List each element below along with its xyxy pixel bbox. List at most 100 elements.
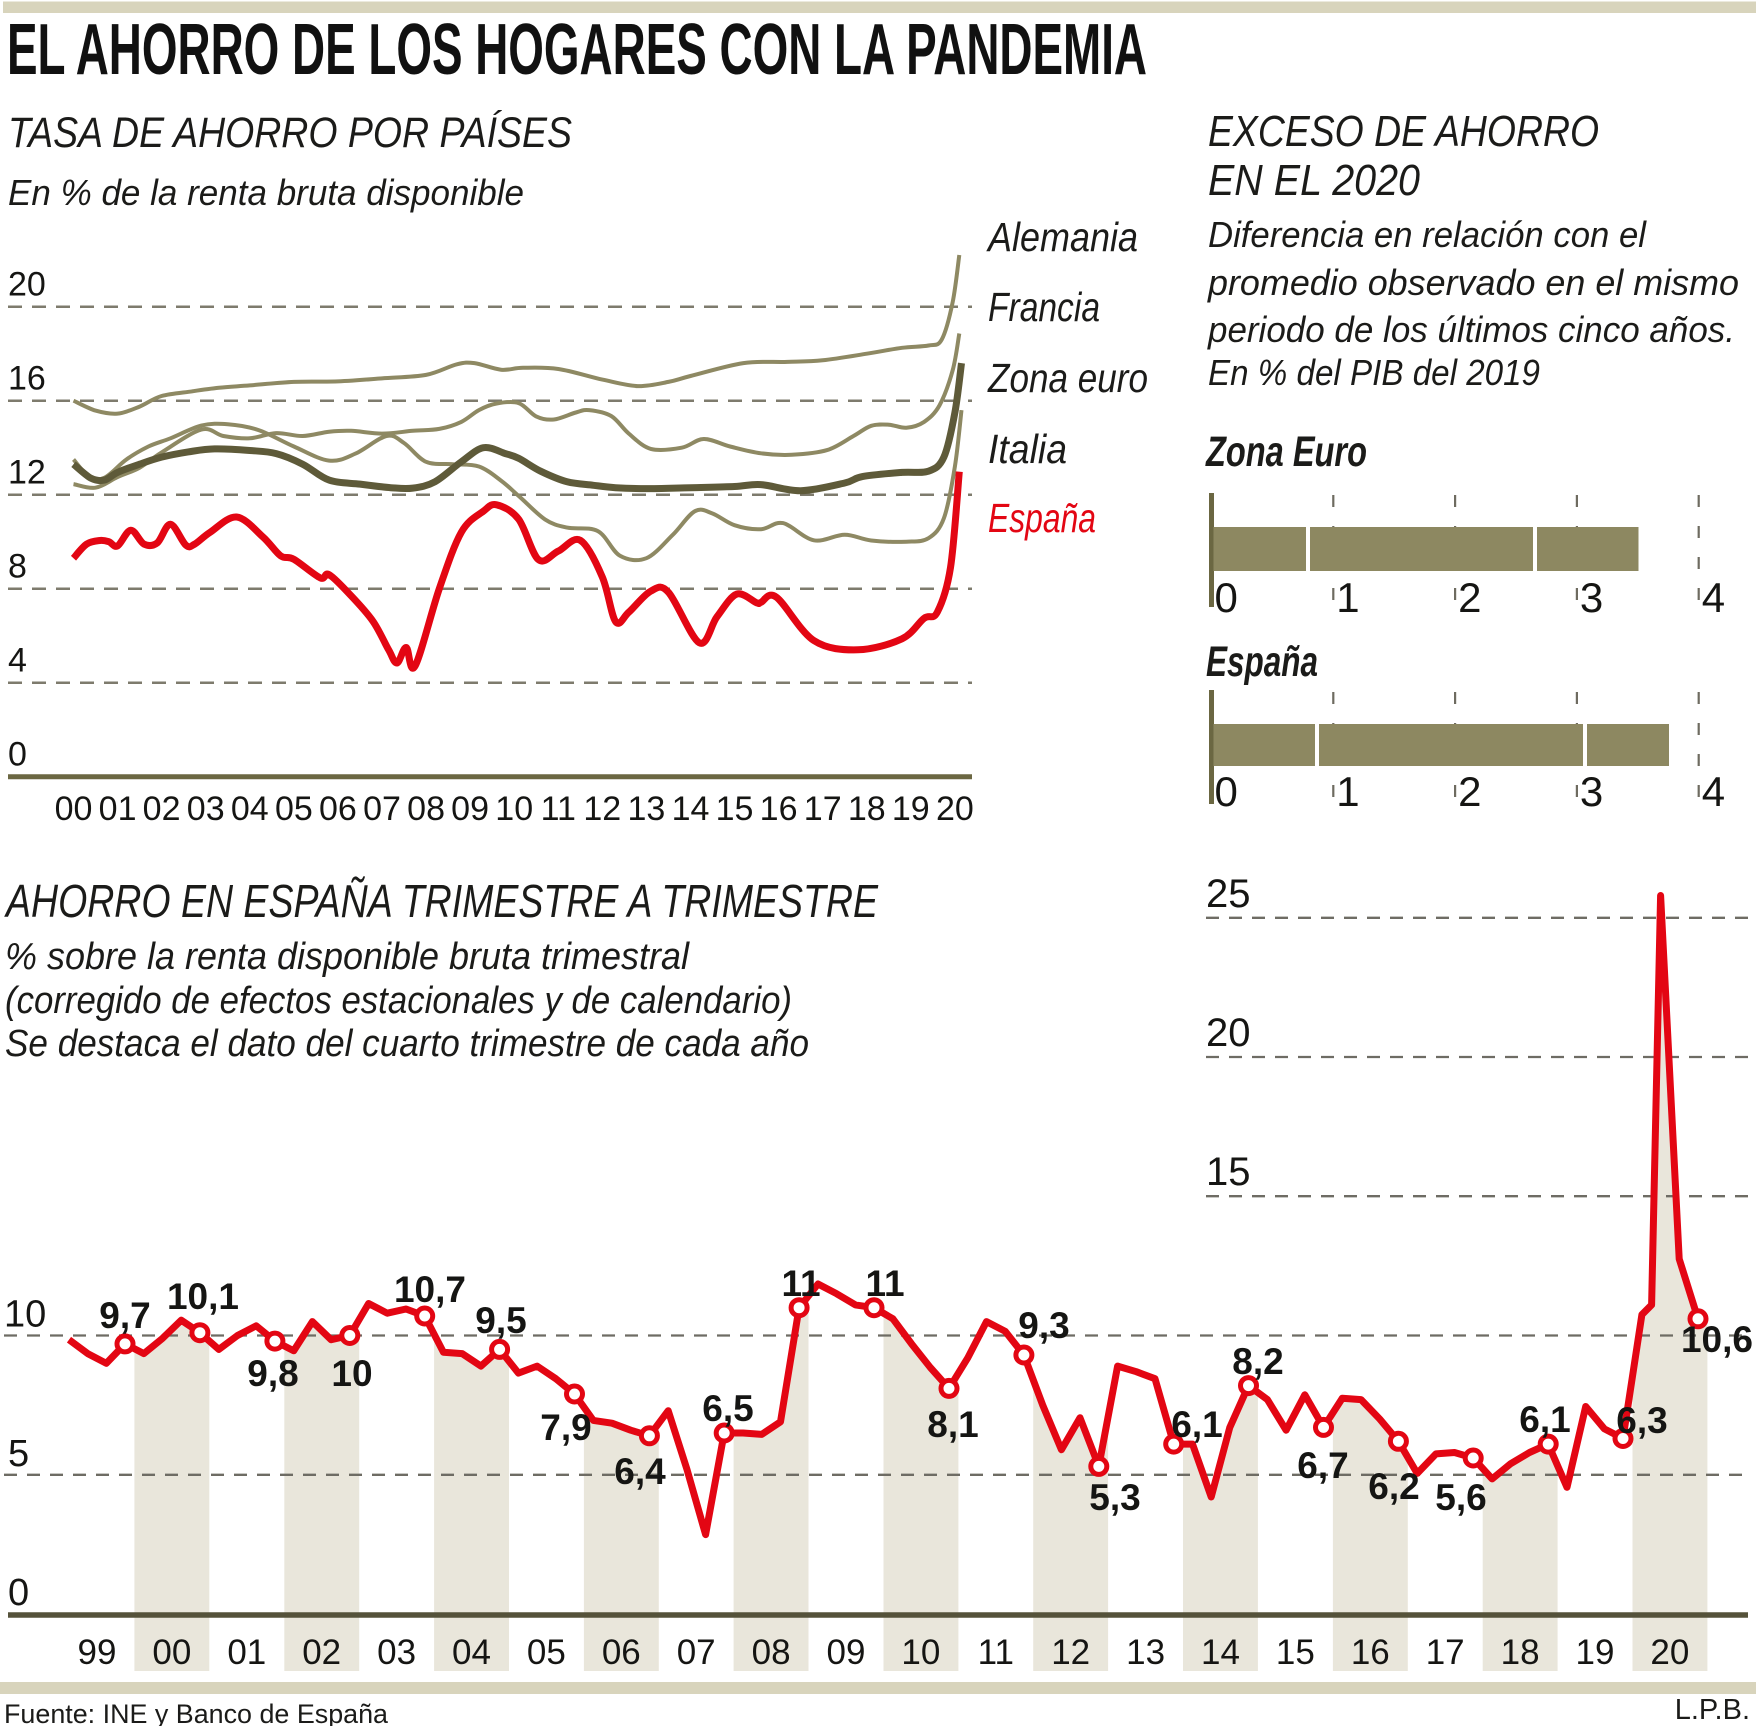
svg-text:4: 4	[1702, 768, 1725, 815]
svg-text:03: 03	[187, 790, 225, 828]
svg-text:Zona Euro: Zona Euro	[1204, 428, 1367, 476]
svg-text:Fuente: INE y Banco de España: Fuente: INE y Banco de España	[4, 1699, 389, 1726]
svg-text:5: 5	[8, 1433, 29, 1475]
svg-text:16: 16	[1351, 1633, 1390, 1672]
svg-text:15: 15	[716, 790, 754, 828]
svg-text:08: 08	[407, 790, 445, 828]
svg-text:6,2: 6,2	[1368, 1466, 1419, 1507]
svg-text:06: 06	[319, 790, 357, 828]
svg-text:TASA DE AHORRO POR PAÍSES: TASA DE AHORRO POR PAÍSES	[8, 109, 572, 157]
svg-text:2: 2	[1458, 768, 1481, 815]
svg-text:09: 09	[451, 790, 489, 828]
svg-text:0: 0	[8, 1572, 29, 1614]
svg-text:Diferencia en relación con el: Diferencia en relación con el	[1208, 214, 1647, 255]
svg-text:Francia: Francia	[988, 284, 1100, 330]
svg-text:Se destaca el dato del cuarto: Se destaca el dato del cuarto trimestre …	[5, 1023, 809, 1065]
svg-text:6,3: 6,3	[1616, 1400, 1667, 1441]
svg-text:Alemania: Alemania	[985, 214, 1138, 260]
svg-text:9,3: 9,3	[1018, 1305, 1069, 1346]
svg-text:EN EL 2020: EN EL 2020	[1208, 156, 1420, 205]
svg-text:18: 18	[848, 790, 886, 828]
svg-text:España: España	[988, 495, 1096, 541]
svg-text:9,5: 9,5	[475, 1300, 526, 1341]
svg-text:10: 10	[4, 1294, 46, 1336]
svg-text:7,9: 7,9	[540, 1407, 591, 1448]
svg-text:04: 04	[452, 1633, 491, 1672]
svg-text:10: 10	[901, 1633, 940, 1672]
svg-text:promedio observado en el mismo: promedio observado en el mismo	[1207, 262, 1739, 303]
svg-text:9,7: 9,7	[99, 1295, 150, 1336]
svg-text:0: 0	[8, 736, 27, 774]
svg-text:11: 11	[865, 1263, 904, 1304]
svg-text:EXCESO DE AHORRO: EXCESO DE AHORRO	[1208, 107, 1599, 156]
svg-text:EL AHORRO DE LOS HOGARES CON L: EL AHORRO DE LOS HOGARES CON LA PANDEMIA	[7, 10, 1147, 90]
svg-text:11: 11	[978, 1633, 1014, 1672]
svg-text:01: 01	[99, 790, 137, 828]
svg-text:En % de la renta bruta disponi: En % de la renta bruta disponible	[8, 172, 524, 213]
svg-text:9,8: 9,8	[247, 1353, 298, 1394]
svg-text:11: 11	[781, 1263, 820, 1304]
svg-text:11: 11	[541, 790, 576, 828]
svg-text:6,7: 6,7	[1297, 1445, 1348, 1486]
svg-text:10,6: 10,6	[1681, 1319, 1753, 1360]
svg-text:15: 15	[1206, 1150, 1251, 1194]
svg-text:8: 8	[8, 548, 27, 586]
svg-text:08: 08	[752, 1633, 791, 1672]
svg-text:17: 17	[1426, 1633, 1465, 1672]
svg-text:8,2: 8,2	[1232, 1341, 1283, 1382]
svg-text:20: 20	[1650, 1633, 1689, 1672]
svg-text:5,6: 5,6	[1435, 1477, 1486, 1518]
svg-text:13: 13	[627, 790, 665, 828]
svg-text:8,1: 8,1	[927, 1404, 978, 1445]
svg-text:Zona euro: Zona euro	[987, 355, 1148, 401]
svg-text:06: 06	[602, 1633, 641, 1672]
svg-text:España: España	[1206, 638, 1318, 686]
svg-text:09: 09	[827, 1633, 866, 1672]
svg-text:20: 20	[8, 266, 46, 304]
svg-text:L.P.B.: L.P.B.	[1675, 1694, 1750, 1726]
svg-text:03: 03	[377, 1633, 416, 1672]
svg-text:periodo de los últimos cinco a: periodo de los últimos cinco años.	[1207, 309, 1735, 350]
svg-text:17: 17	[804, 790, 842, 828]
svg-text:16: 16	[8, 360, 46, 398]
svg-text:00: 00	[152, 1633, 191, 1672]
svg-text:02: 02	[143, 790, 181, 828]
svg-text:20: 20	[936, 790, 974, 828]
svg-text:07: 07	[363, 790, 401, 828]
svg-text:14: 14	[1201, 1633, 1240, 1672]
svg-text:19: 19	[1576, 1633, 1615, 1672]
svg-text:18: 18	[1501, 1633, 1540, 1672]
svg-text:(corregido de efectos estacion: (corregido de efectos estacionales y de …	[5, 980, 792, 1022]
svg-text:1: 1	[1336, 574, 1359, 621]
svg-text:12: 12	[1051, 1633, 1090, 1672]
svg-text:AHORRO EN ESPAÑA TRIMESTRE A T: AHORRO EN ESPAÑA TRIMESTRE A TRIMESTRE	[4, 875, 880, 927]
svg-text:12: 12	[8, 454, 46, 492]
svg-text:19: 19	[892, 790, 930, 828]
svg-text:15: 15	[1276, 1633, 1315, 1672]
svg-text:6,1: 6,1	[1519, 1399, 1570, 1440]
svg-text:0: 0	[1215, 574, 1238, 621]
svg-text:07: 07	[677, 1633, 716, 1672]
svg-text:5,3: 5,3	[1089, 1477, 1140, 1518]
svg-text:10: 10	[495, 790, 533, 828]
svg-text:14: 14	[672, 790, 710, 828]
svg-text:02: 02	[302, 1633, 341, 1672]
svg-text:10,1: 10,1	[167, 1276, 239, 1317]
svg-text:6,5: 6,5	[702, 1388, 753, 1429]
svg-text:05: 05	[275, 790, 313, 828]
svg-text:6,1: 6,1	[1171, 1404, 1222, 1445]
svg-text:16: 16	[760, 790, 798, 828]
svg-text:1: 1	[1336, 768, 1359, 815]
svg-text:99: 99	[78, 1633, 117, 1672]
svg-text:2: 2	[1458, 574, 1481, 621]
svg-text:Italia: Italia	[988, 426, 1067, 472]
svg-text:01: 01	[227, 1633, 266, 1672]
svg-text:En % del PIB del 2019: En % del PIB del 2019	[1208, 352, 1540, 393]
svg-text:25: 25	[1206, 872, 1251, 916]
svg-text:4: 4	[8, 642, 27, 680]
svg-text:% sobre la renta disponible br: % sobre la renta disponible bruta trimes…	[5, 936, 690, 978]
svg-text:12: 12	[583, 790, 621, 828]
svg-text:6,4: 6,4	[614, 1451, 666, 1492]
svg-text:00: 00	[55, 790, 93, 828]
svg-text:04: 04	[231, 790, 269, 828]
